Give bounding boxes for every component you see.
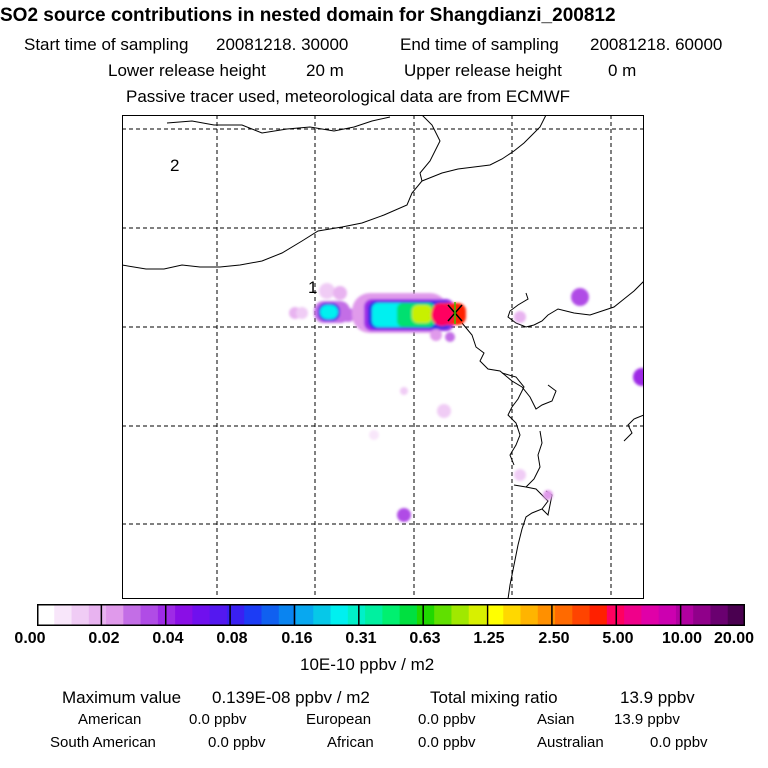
start-time-label: Start time of sampling [24, 35, 189, 54]
colorbar-swatch [434, 604, 453, 626]
tracer-note: Passive tracer used, meteorological data… [126, 87, 571, 106]
region-value: 0.0 ppbv [208, 734, 266, 751]
colorbar-swatch [244, 604, 263, 626]
colorbar-swatch [572, 604, 591, 626]
colorbar-tick-label: 0.00 [14, 630, 46, 647]
region-name: Asian [537, 711, 575, 728]
colorbar-swatch [416, 604, 435, 626]
colorbar-swatch [330, 604, 349, 626]
colorbar-swatch [71, 604, 90, 626]
colorbar-tick-label: 5.00 [602, 630, 634, 647]
colorbar-swatch [693, 604, 712, 626]
region-name: South American [50, 734, 156, 751]
colorbar-swatch [365, 604, 383, 626]
lower-release-height-label: Lower release height [108, 61, 266, 80]
colorbar-swatch [88, 604, 107, 626]
colorbar-swatch [451, 604, 470, 626]
colorbar-swatch [589, 604, 608, 626]
map-gridlines [122, 115, 644, 599]
colorbar-swatch [727, 604, 745, 626]
colorbar-swatch [347, 604, 366, 626]
colorbar-tick-label: 0.16 [281, 630, 313, 647]
max-value-label: Maximum value [62, 688, 182, 707]
region-value: 13.9 ppbv [614, 711, 680, 728]
colorbar-swatch [520, 604, 539, 626]
region-value: 0.0 ppbv [418, 734, 476, 751]
colorbar-tick-label: 0.31 [345, 630, 377, 647]
colorbar-tick-label: 0.04 [152, 630, 184, 647]
contribution-map: 2 1 [122, 115, 644, 599]
upper-release-height-label: Upper release height [404, 61, 562, 80]
region-name: Australian [537, 734, 604, 751]
colorbar-units: 10E-10 ppbv / m2 [300, 655, 435, 674]
region-value: 0.0 ppbv [650, 734, 708, 751]
upper-release-height-value: 0 m [608, 61, 637, 80]
colorbar-swatch [468, 604, 487, 626]
region-name: African [327, 734, 374, 751]
colorbar-swatch [54, 604, 73, 626]
region-name: European [306, 711, 372, 728]
colorbar-swatch [261, 604, 280, 626]
colorbar-swatch [296, 604, 314, 626]
region-value: 0.0 ppbv [189, 711, 247, 728]
colorbar-tick-label: 0.08 [216, 630, 248, 647]
x-marker-icon [447, 302, 463, 324]
region-name: American [78, 711, 142, 728]
colorbar-tick-label: 20.00 [713, 630, 755, 647]
region-value: 0.0 ppbv [418, 711, 476, 728]
total-mixing-ratio-value: 13.9 ppbv [620, 688, 695, 707]
colorbar-swatch [382, 604, 401, 626]
lower-release-height-value: 20 m [306, 61, 344, 80]
start-time-value: 20081218. 30000 [216, 35, 349, 54]
colorbar-swatch [503, 604, 522, 626]
total-mixing-ratio-label: Total mixing ratio [430, 688, 558, 707]
colorbar-swatch [624, 604, 642, 626]
colorbar-tick-label: 2.50 [538, 630, 570, 647]
colorbar-swatch [157, 604, 176, 626]
colorbar-tick-label: 0.63 [409, 630, 441, 647]
colorbar-swatch [675, 604, 694, 626]
country-borders [122, 115, 644, 599]
colorbar-swatch [175, 604, 194, 626]
domain-label-2: 2 [170, 156, 179, 175]
colorbar-swatch [123, 604, 142, 626]
colorbar [37, 604, 745, 626]
colorbar-swatch [37, 604, 55, 626]
colorbar-swatch [710, 604, 729, 626]
colorbar-tick-label: 10.00 [661, 630, 703, 647]
domain-label-1: 1 [308, 278, 317, 297]
end-time-value: 20081218. 60000 [590, 35, 723, 54]
colorbar-tick-label: 1.25 [473, 630, 505, 647]
map-title: SO2 source contributions in nested domai… [0, 5, 616, 26]
colorbar-swatch [313, 604, 332, 626]
colorbar-swatch [226, 604, 245, 626]
colorbar-swatch [399, 604, 418, 626]
max-value: 0.139E-08 ppbv / m2 [212, 688, 370, 707]
colorbar-swatch [555, 604, 573, 626]
colorbar-swatch [485, 604, 504, 626]
colorbar-swatch [209, 604, 228, 626]
colorbar-swatch [192, 604, 211, 626]
colorbar-swatch [641, 604, 660, 626]
concentration-plume [289, 283, 644, 522]
colorbar-swatch [140, 604, 159, 626]
colorbar-swatch [106, 604, 124, 626]
colorbar-swatch [278, 604, 297, 626]
end-time-label: End time of sampling [400, 35, 559, 54]
colorbar-swatch [537, 604, 556, 626]
colorbar-tick-label: 0.02 [88, 630, 120, 647]
colorbar-swatch [658, 604, 677, 626]
map-frame [122, 115, 644, 599]
